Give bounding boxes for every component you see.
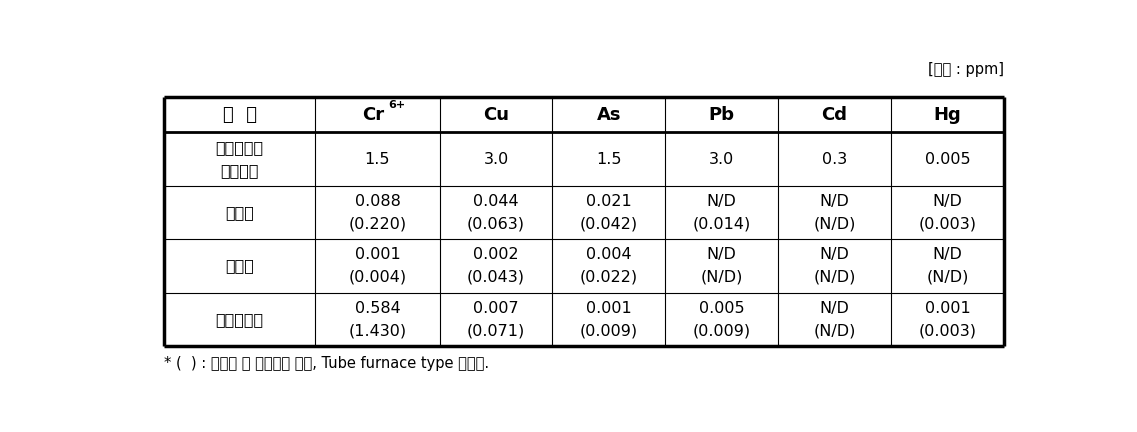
Text: 3.0: 3.0 [709,152,735,167]
Text: N/D
(0.014): N/D (0.014) [692,194,750,231]
Text: [단위 : ppm]: [단위 : ppm] [928,62,1004,77]
Text: 0.005: 0.005 [924,152,970,167]
Text: 후란사: 후란사 [225,205,255,220]
Text: 0.002
(0.043): 0.002 (0.043) [467,248,525,285]
Text: 0.3: 0.3 [822,152,847,167]
Text: Cu: Cu [483,105,509,124]
Text: 0.088
(0.220): 0.088 (0.220) [348,194,407,231]
Text: 0.021
(0.042): 0.021 (0.042) [580,194,638,231]
Text: 혼합주물사: 혼합주물사 [216,312,264,327]
Text: Cd: Cd [822,105,847,124]
Text: 생형사: 생형사 [225,258,255,273]
Text: 1.5: 1.5 [365,152,390,167]
Text: As: As [597,105,621,124]
Text: 1.5: 1.5 [596,152,622,167]
Text: 0.001
(0.003): 0.001 (0.003) [919,301,977,338]
Text: N/D
(0.003): N/D (0.003) [919,194,977,231]
Text: Cr: Cr [362,105,384,124]
Text: Pb: Pb [708,105,735,124]
Text: N/D
(N/D): N/D (N/D) [813,194,856,231]
Text: 구  분: 구 분 [223,105,257,124]
Text: 국내폐기물
허용기준: 국내폐기물 허용기준 [216,140,264,178]
Text: N/D
(N/D): N/D (N/D) [813,301,856,338]
Text: 6+: 6+ [388,100,406,110]
Text: Hg: Hg [933,105,962,124]
Text: 0.044
(0.063): 0.044 (0.063) [467,194,525,231]
Text: N/D
(N/D): N/D (N/D) [927,248,969,285]
Text: N/D
(N/D): N/D (N/D) [813,248,856,285]
Text: 0.001
(0.009): 0.001 (0.009) [580,301,638,338]
Text: 0.584
(1.430): 0.584 (1.430) [348,301,407,338]
Text: 0.007
(0.071): 0.007 (0.071) [467,301,525,338]
Text: 3.0: 3.0 [483,152,508,167]
Text: * (  ) : 안정화 전 용출시험 결과, Tube furnace type 기준임.: * ( ) : 안정화 전 용출시험 결과, Tube furnace type… [164,356,489,371]
Text: 0.004
(0.022): 0.004 (0.022) [580,248,638,285]
Text: N/D
(N/D): N/D (N/D) [700,248,742,285]
Text: 0.005
(0.009): 0.005 (0.009) [692,301,750,338]
Text: 0.001
(0.004): 0.001 (0.004) [348,248,407,285]
